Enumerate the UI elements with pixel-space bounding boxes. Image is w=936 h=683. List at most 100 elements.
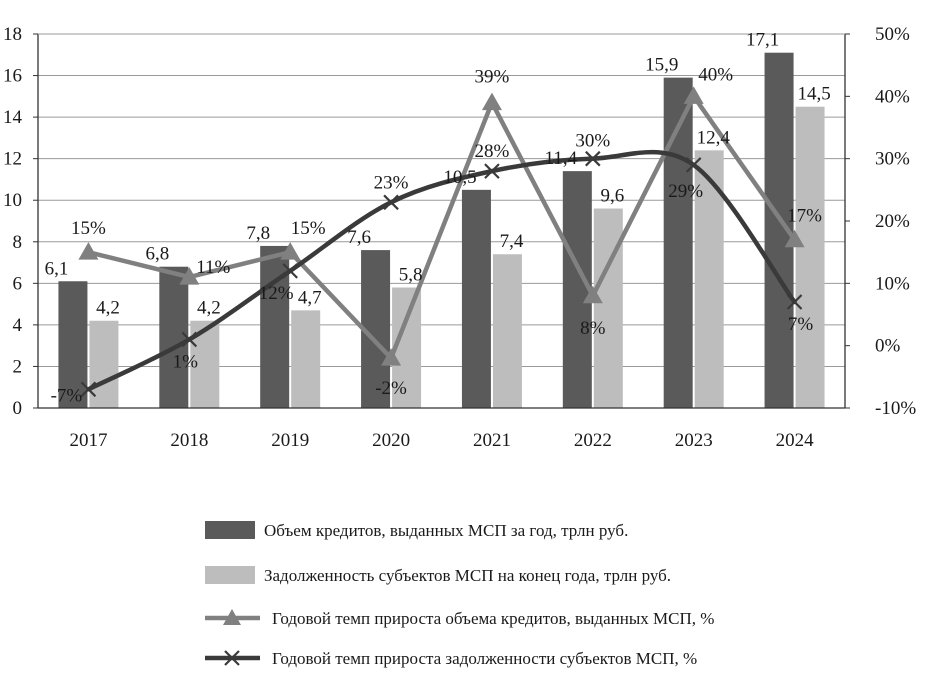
y-right-tick-label: 20% <box>875 211 910 232</box>
triangle-marker <box>381 348 402 366</box>
triangle-marker <box>78 242 99 260</box>
line-data-label: 30% <box>575 131 610 152</box>
y-left-tick-label: 18 <box>3 24 22 45</box>
legend: Объем кредитов, выданных МСП за год, трл… <box>205 521 714 668</box>
line-data-label: 29% <box>668 181 703 202</box>
triangle-marker <box>683 86 704 104</box>
x-tick-label: 2022 <box>574 430 612 451</box>
bar <box>58 281 88 408</box>
axes <box>33 33 850 409</box>
line-data-label: 15% <box>71 218 106 239</box>
x-marker <box>383 194 399 211</box>
y-left-tick-label: 8 <box>13 232 23 253</box>
x-marker <box>585 150 601 167</box>
y-left-tick-label: 12 <box>3 149 22 170</box>
x-tick-label: 2021 <box>473 430 511 451</box>
legend-x-marker <box>224 650 240 666</box>
bar-data-label: 6,1 <box>45 258 69 279</box>
triangle-marker <box>784 229 805 248</box>
x-tick-label: 2017 <box>69 430 107 451</box>
x-tick-label: 2024 <box>776 430 815 451</box>
y-left-tick-label: 16 <box>3 66 22 87</box>
bar <box>663 77 693 408</box>
bar-data-label: 7,6 <box>347 227 371 248</box>
bar <box>159 266 189 408</box>
y-right-tick-label: 40% <box>875 86 910 107</box>
tick-labels: 0 2 4 6 8 10 12 14 16 18 -10% 0% 10% 20% 30% 40% 50% 2017… <box>3 24 916 451</box>
line-data-label: 23% <box>374 172 409 193</box>
bar <box>593 208 623 408</box>
bar-data-label: 14,5 <box>797 84 830 105</box>
series-lines <box>78 86 805 398</box>
line-data-label: 8% <box>580 318 606 339</box>
bars <box>58 52 825 408</box>
legend-swatch <box>205 566 255 584</box>
triangle-marker <box>179 267 200 285</box>
line-data-label: 15% <box>291 218 326 239</box>
bar-data-label: 11,4 <box>545 148 578 169</box>
y-left-tick-label: 10 <box>3 190 22 211</box>
x-tick-label: 2019 <box>271 430 309 451</box>
legend-swatch <box>205 521 255 539</box>
bar-data-label: 12,4 <box>697 127 731 148</box>
line-data-label: 39% <box>475 67 510 88</box>
bar-data-label: 10,5 <box>443 167 476 188</box>
line-data-label: 40% <box>698 64 733 85</box>
data-labels: 6,1 6,8 7,8 7,6 10,5 11,4 15,9 17,1 4,2 4,2 4,7 5,8… <box>45 30 831 407</box>
bar-data-label: 4,2 <box>96 298 120 319</box>
y-left-tick-label: 0 <box>13 398 23 419</box>
bar <box>492 254 522 408</box>
bar-data-label: 4,2 <box>197 298 221 319</box>
bar-data-label: 4,7 <box>298 287 322 308</box>
line-data-label: 11% <box>196 257 230 278</box>
bar <box>461 189 491 408</box>
legend-label: Годовой темп прироста объема кредитов, в… <box>272 609 714 628</box>
bar-data-label: 7,4 <box>500 231 524 252</box>
x-marker <box>181 331 198 348</box>
legend-triangle-marker <box>223 609 241 625</box>
y-right-tick-label: 10% <box>875 273 910 294</box>
x-tick-label: 2023 <box>675 430 713 451</box>
line-data-label: 17% <box>787 206 822 227</box>
bar-data-label: 7,8 <box>246 223 270 244</box>
series-line <box>86 94 797 361</box>
legend-label: Объем кредитов, выданных МСП за год, трл… <box>264 521 628 540</box>
bar <box>89 320 119 408</box>
x-tick-label: 2018 <box>170 430 208 451</box>
y-left-tick-label: 4 <box>13 315 23 336</box>
bar <box>795 106 825 408</box>
y-right-tick-label: 30% <box>875 149 910 170</box>
line-data-label: 1% <box>173 351 199 372</box>
bar-data-label: 6,8 <box>145 244 169 265</box>
x-marker <box>685 157 702 173</box>
triangle-marker <box>280 242 301 260</box>
triangle-marker <box>481 92 502 111</box>
y-right-tick-label: 0% <box>875 336 901 357</box>
x-tick-label: 2020 <box>372 430 410 451</box>
bar <box>260 245 290 408</box>
y-left-tick-label: 14 <box>3 107 23 128</box>
line-data-label: -7% <box>51 385 83 406</box>
line-data-label: -2% <box>375 378 407 399</box>
line-data-label: 7% <box>788 314 814 335</box>
bar-data-label: 5,8 <box>399 264 423 285</box>
bar-data-label: 15,9 <box>645 55 678 76</box>
bar <box>291 310 321 408</box>
legend-label: Задолженность субъектов МСП на конец год… <box>264 566 671 585</box>
line-data-label: 12% <box>259 283 294 304</box>
x-marker <box>786 294 803 310</box>
y-left-tick-label: 2 <box>13 356 23 377</box>
y-right-tick-label: -10% <box>875 398 916 419</box>
bar-data-label: 9,6 <box>600 186 624 207</box>
x-marker <box>282 263 298 279</box>
bar-data-label: 17,1 <box>746 30 779 51</box>
x-marker <box>80 381 97 398</box>
y-left-tick-label: 6 <box>13 273 23 294</box>
bar <box>562 171 592 408</box>
y-right-tick-label: 50% <box>875 24 910 45</box>
x-marker <box>484 163 500 179</box>
triangle-marker <box>582 285 603 304</box>
legend-label: Годовой темп прироста задолженности субъ… <box>272 649 697 668</box>
line-data-label: 28% <box>475 141 510 162</box>
